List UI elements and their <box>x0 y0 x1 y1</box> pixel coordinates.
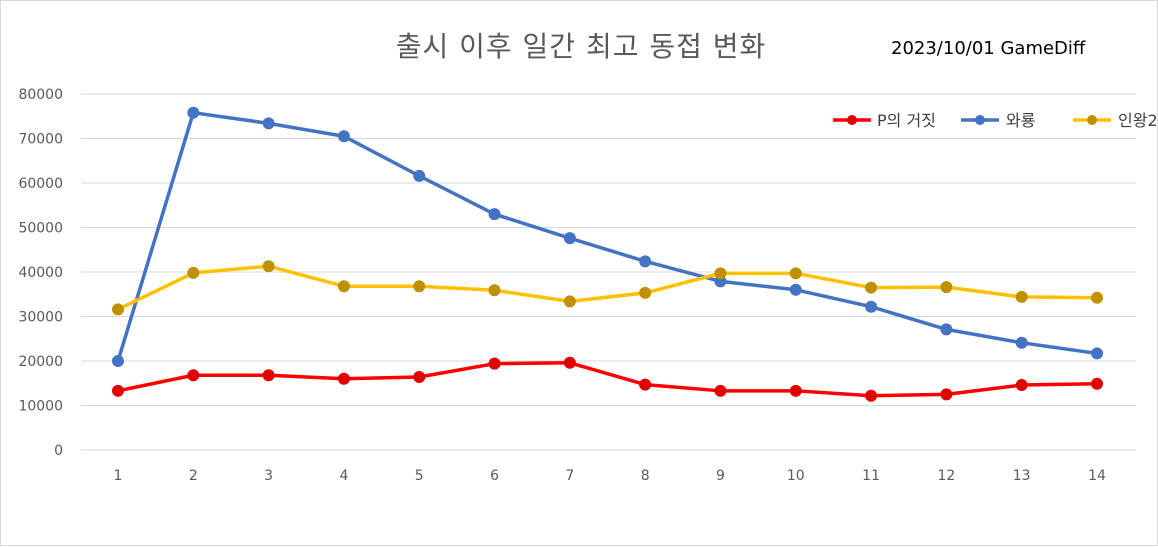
y-tick-label: 60000 <box>18 176 63 192</box>
data-point <box>940 388 953 401</box>
data-point <box>789 283 802 296</box>
gridlines <box>81 93 1136 451</box>
data-point <box>488 357 501 370</box>
x-tick-label: 9 <box>716 468 725 484</box>
data-point <box>1015 290 1028 303</box>
y-tick-label: 40000 <box>18 265 63 281</box>
x-tick-label: 4 <box>339 468 348 484</box>
legend-swatch-marker <box>847 115 857 125</box>
data-point <box>639 286 652 299</box>
x-tick-label: 2 <box>189 468 198 484</box>
data-point <box>112 355 124 367</box>
data-point <box>187 369 200 382</box>
x-tick-label: 12 <box>937 468 955 484</box>
x-tick-label: 1 <box>114 468 123 484</box>
series-line <box>116 110 1098 362</box>
axes: 0 10000 20000 30000 40000 50000 60000 70000 8000… <box>18 87 1106 484</box>
y-tick-label: 0 <box>54 443 63 459</box>
data-point <box>112 384 124 397</box>
y-tick-label: 50000 <box>18 221 63 237</box>
data-point <box>714 384 727 397</box>
data-point <box>187 266 200 279</box>
data-point <box>413 371 426 384</box>
data-point <box>262 369 275 382</box>
chart-subtitle: 2023/10/01 GameDiff <box>891 38 1086 59</box>
data-point <box>639 378 652 391</box>
series-1 <box>112 356 1103 402</box>
data-point <box>563 295 576 308</box>
data-point <box>413 280 426 293</box>
x-tick-label: 8 <box>641 468 650 484</box>
x-tick-label: 14 <box>1088 468 1106 484</box>
legend-item: 인왕2 <box>1073 111 1158 130</box>
data-point <box>940 281 953 294</box>
legend-item: 와룡 <box>961 111 1035 130</box>
data-point <box>262 260 275 273</box>
data-point <box>337 372 350 385</box>
x-tick-label: 11 <box>862 468 880 484</box>
data-point <box>940 323 953 336</box>
legend-swatch-marker <box>975 115 985 125</box>
data-point <box>337 130 350 143</box>
x-tick-label: 13 <box>1013 468 1031 484</box>
data-point <box>413 169 426 182</box>
data-point <box>1091 377 1103 390</box>
y-tick-label: 70000 <box>18 132 63 148</box>
data-point <box>1091 291 1103 304</box>
data-point <box>1015 379 1028 392</box>
legend-swatch-marker <box>1087 115 1097 125</box>
legend-label: 와룡 <box>1006 111 1035 130</box>
x-tick-label: 7 <box>565 468 574 484</box>
series-line <box>117 361 1098 398</box>
data-point <box>488 284 501 297</box>
legend-item: P의 거짓 <box>833 111 936 130</box>
y-tick-label: 10000 <box>18 399 63 415</box>
series-3 <box>112 260 1103 316</box>
x-tick-label: 5 <box>415 468 424 484</box>
data-point <box>563 232 576 245</box>
data-point <box>262 117 275 130</box>
data-point <box>639 255 652 268</box>
x-tick-label: 6 <box>490 468 499 484</box>
series-layer <box>112 106 1103 402</box>
data-point <box>488 208 501 221</box>
data-point <box>789 267 802 280</box>
y-tick-label: 20000 <box>18 354 63 370</box>
y-tick-label: 30000 <box>18 310 63 326</box>
legend-label: P의 거짓 <box>877 111 936 130</box>
y-tick-label: 80000 <box>18 87 63 103</box>
data-point <box>865 300 878 313</box>
series-line <box>117 264 1098 311</box>
data-point <box>112 303 124 316</box>
x-tick-label: 3 <box>264 468 273 484</box>
data-point <box>1091 347 1103 360</box>
data-point <box>1015 336 1028 349</box>
series-2 <box>112 106 1103 367</box>
data-point <box>187 106 200 119</box>
data-point <box>563 356 576 369</box>
x-tick-label: 10 <box>787 468 805 484</box>
legend: P의 거짓 와룡 인왕2 <box>833 111 1158 130</box>
data-point <box>865 281 878 294</box>
legend-label: 인왕2 <box>1118 111 1158 130</box>
data-point <box>865 389 878 402</box>
chart-title: 출시 이후 일간 최고 동접 변화 <box>395 30 767 63</box>
data-point <box>789 384 802 397</box>
data-point <box>337 280 350 293</box>
data-point <box>714 267 727 280</box>
